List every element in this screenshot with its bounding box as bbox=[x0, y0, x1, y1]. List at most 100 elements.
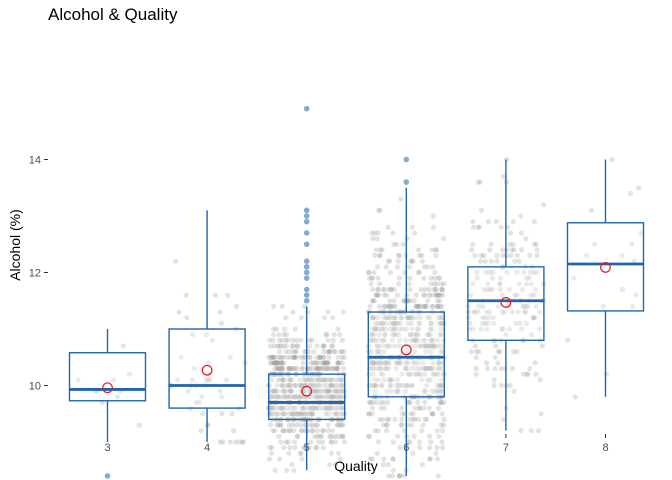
jitter-point bbox=[376, 349, 382, 355]
jitter-point bbox=[382, 405, 388, 411]
jitter-point bbox=[269, 405, 275, 411]
jitter-point bbox=[375, 428, 381, 434]
jitter-point bbox=[294, 433, 301, 439]
jitter-point bbox=[439, 320, 445, 326]
jitter-point bbox=[415, 337, 421, 343]
jitter-point bbox=[537, 377, 543, 383]
jitter-point bbox=[406, 371, 412, 377]
jitter-point bbox=[424, 315, 431, 321]
jitter-point bbox=[565, 337, 571, 343]
jitter-point bbox=[313, 382, 319, 389]
jitter-point bbox=[379, 326, 386, 332]
jitter-point bbox=[439, 303, 445, 309]
jitter-point bbox=[333, 388, 339, 394]
jitter-point bbox=[514, 252, 520, 259]
jitter-point bbox=[199, 394, 205, 400]
jitter-point bbox=[277, 365, 283, 372]
jitter-point bbox=[433, 450, 439, 456]
jitter-point bbox=[436, 388, 442, 394]
jitter-point bbox=[209, 337, 215, 343]
jitter-point bbox=[435, 303, 441, 309]
jitter-point bbox=[518, 428, 524, 434]
jitter-point bbox=[306, 377, 312, 383]
jitter-point bbox=[417, 315, 423, 321]
jitter-point bbox=[375, 326, 381, 332]
jitter-point bbox=[428, 320, 434, 326]
jitter-point bbox=[474, 275, 480, 281]
jitter-point bbox=[372, 428, 378, 434]
jitter-point bbox=[409, 315, 415, 321]
jitter-point bbox=[375, 349, 381, 355]
jitter-point bbox=[408, 258, 414, 264]
jitter-point bbox=[422, 343, 428, 349]
jitter-point bbox=[309, 411, 316, 417]
jitter-point bbox=[292, 382, 299, 389]
box-group-3 bbox=[68, 329, 147, 479]
jitter-point bbox=[378, 365, 384, 372]
jitter-point bbox=[320, 428, 326, 434]
jitter-point bbox=[309, 337, 315, 343]
box-iqr bbox=[168, 328, 246, 409]
jitter-point bbox=[277, 456, 283, 462]
jitter-point bbox=[289, 337, 296, 343]
jitter-point bbox=[314, 354, 320, 360]
jitter-point bbox=[285, 365, 292, 372]
jitter-point bbox=[397, 445, 403, 451]
jitter-point bbox=[405, 349, 411, 355]
jitter-point bbox=[375, 292, 381, 298]
jitter-point bbox=[373, 337, 379, 343]
box-group-7 bbox=[467, 159, 545, 431]
outlier-point bbox=[303, 230, 310, 236]
jitter-point bbox=[321, 377, 328, 383]
jitter-point bbox=[532, 286, 539, 293]
jitter-point bbox=[520, 371, 526, 377]
jitter-point bbox=[398, 320, 404, 326]
jitter-point bbox=[439, 365, 445, 372]
jitter-point bbox=[278, 360, 284, 366]
jitter-point bbox=[301, 445, 307, 451]
jitter-point bbox=[528, 332, 535, 338]
jitter-point bbox=[393, 388, 399, 394]
jitter-point bbox=[286, 365, 292, 372]
jitter-point bbox=[427, 433, 433, 439]
jitter-point bbox=[307, 422, 314, 428]
jitter-point bbox=[276, 354, 282, 360]
jitter-point bbox=[329, 394, 335, 400]
jitter-point bbox=[531, 292, 537, 298]
jitter-point bbox=[399, 422, 405, 428]
jitter-point bbox=[278, 377, 284, 383]
jitter-point bbox=[321, 343, 327, 349]
jitter-point bbox=[368, 281, 374, 287]
jitter-point bbox=[433, 286, 439, 293]
jitter-point bbox=[382, 365, 388, 372]
jitter-point bbox=[409, 382, 415, 389]
jitter-point bbox=[422, 303, 428, 309]
jitter-point bbox=[328, 382, 334, 389]
jitter-point bbox=[436, 292, 442, 298]
jitter-point bbox=[435, 292, 442, 298]
jitter-point bbox=[331, 433, 338, 439]
jitter-point bbox=[385, 258, 391, 264]
jitter-point bbox=[339, 354, 345, 360]
jitter-point bbox=[438, 326, 444, 332]
jitter-point bbox=[499, 309, 505, 315]
jitter-point bbox=[333, 411, 339, 417]
jitter-point bbox=[318, 388, 324, 394]
jitter-point bbox=[306, 405, 312, 411]
jitter-point bbox=[331, 332, 337, 338]
jitter-point bbox=[369, 315, 375, 321]
jitter-point bbox=[380, 422, 387, 428]
jitter-point bbox=[332, 349, 338, 355]
jitter-point bbox=[279, 365, 285, 372]
jitter-point bbox=[370, 360, 377, 366]
jitter-point bbox=[422, 303, 428, 309]
jitter-point bbox=[416, 365, 422, 372]
jitter-point bbox=[323, 332, 329, 338]
jitter-point bbox=[489, 286, 495, 293]
jitter-point bbox=[405, 315, 411, 321]
jitter-point bbox=[423, 343, 429, 349]
jitter-point bbox=[321, 365, 327, 372]
jitter-point bbox=[318, 377, 324, 383]
jitter-point bbox=[509, 365, 515, 372]
